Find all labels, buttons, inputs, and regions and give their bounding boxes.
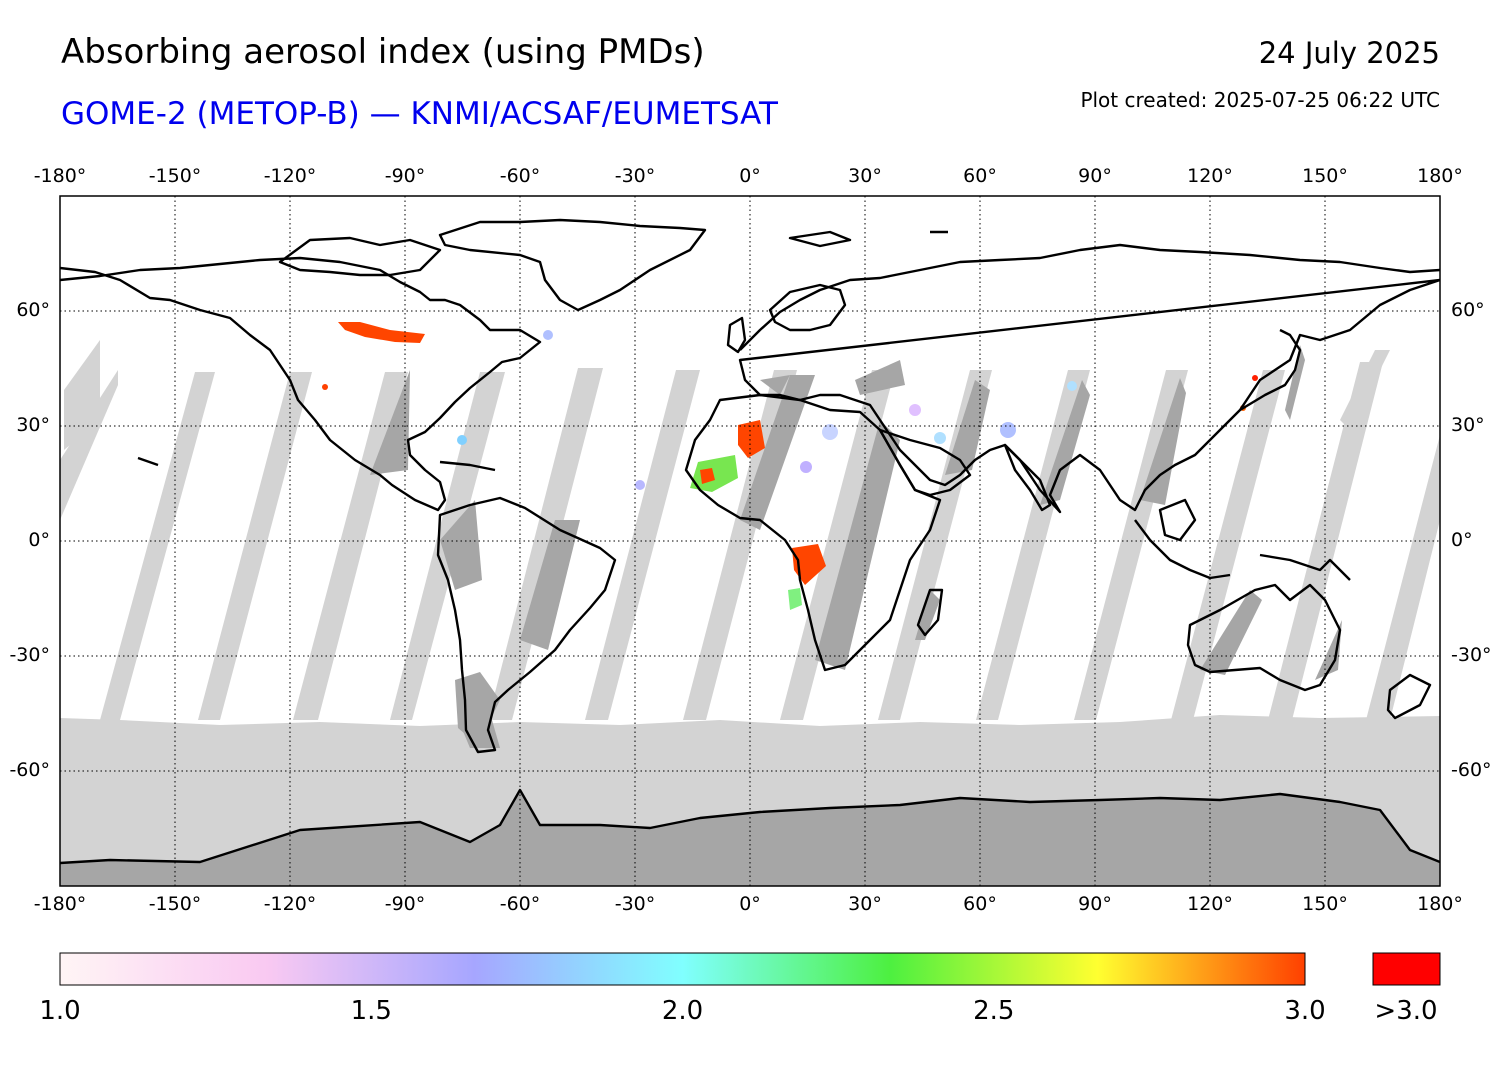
map-date: 24 July 2025 xyxy=(1258,36,1440,70)
map-frame xyxy=(59,195,1441,887)
graticule xyxy=(60,196,1440,886)
bottom-longitude-label: 120° xyxy=(1187,893,1233,915)
right-latitude-label: 0° xyxy=(1451,529,1473,551)
top-longitude-label: 180° xyxy=(1417,165,1463,187)
bottom-longitude-label: 30° xyxy=(848,893,882,915)
colorbar-tick-label: 1.5 xyxy=(350,996,392,1026)
bottom-longitude-label: -30° xyxy=(614,893,656,915)
bottom-longitude-label: -60° xyxy=(499,893,541,915)
top-longitude-label: -30° xyxy=(614,165,656,187)
colorbar-tick-label: 2.5 xyxy=(973,996,1015,1026)
bottom-longitude-label: -180° xyxy=(33,893,87,915)
top-longitude-label: -90° xyxy=(384,165,426,187)
top-longitude-label: 30° xyxy=(848,165,882,187)
right-latitude-label: 30° xyxy=(1451,414,1485,436)
left-latitude-label: -60° xyxy=(9,759,50,781)
top-longitude-label: 0° xyxy=(739,165,761,187)
left-latitude-label: -30° xyxy=(9,644,50,666)
top-longitude-label: 150° xyxy=(1302,165,1348,187)
colorbar-tick-label: 2.0 xyxy=(661,996,704,1026)
coastlines xyxy=(60,218,1440,865)
bottom-longitude-label: 180° xyxy=(1417,893,1463,915)
bottom-longitude-label: 90° xyxy=(1078,893,1112,915)
map-subtitle: GOME-2 (METOP-B) — KNMI/ACSAF/EUMETSAT xyxy=(61,96,778,132)
colorbar xyxy=(59,952,1306,986)
bottom-longitude-label: 60° xyxy=(963,893,997,915)
top-longitude-label: -150° xyxy=(148,165,202,187)
colorbar-over-range-label: >3.0 xyxy=(1374,996,1438,1026)
left-latitude-label: 60° xyxy=(16,299,50,321)
right-latitude-label: -60° xyxy=(1451,759,1492,781)
plot-created-timestamp: Plot created: 2025-07-25 06:22 UTC xyxy=(1080,88,1440,112)
colorbar-tick-label: 1.0 xyxy=(39,996,81,1026)
bottom-longitude-label: -90° xyxy=(384,893,426,915)
top-longitude-label: 120° xyxy=(1187,165,1233,187)
top-longitude-label: 90° xyxy=(1078,165,1112,187)
left-latitude-label: 30° xyxy=(16,414,50,436)
top-longitude-label: -120° xyxy=(263,165,317,187)
right-latitude-label: 60° xyxy=(1451,299,1485,321)
top-longitude-label: -60° xyxy=(499,165,541,187)
bottom-longitude-label: 0° xyxy=(739,893,761,915)
top-longitude-label: -180° xyxy=(33,165,87,187)
colorbar-tick-label: 3.0 xyxy=(1284,996,1326,1026)
left-latitude-label: 0° xyxy=(28,529,50,551)
top-longitude-label: 60° xyxy=(963,165,997,187)
right-latitude-label: -30° xyxy=(1451,644,1492,666)
map-title: Absorbing aerosol index (using PMDs) xyxy=(61,32,705,72)
bottom-longitude-label: -120° xyxy=(263,893,317,915)
bottom-longitude-label: 150° xyxy=(1302,893,1348,915)
bottom-longitude-label: -150° xyxy=(148,893,202,915)
colorbar-over-range-swatch xyxy=(1372,952,1441,986)
